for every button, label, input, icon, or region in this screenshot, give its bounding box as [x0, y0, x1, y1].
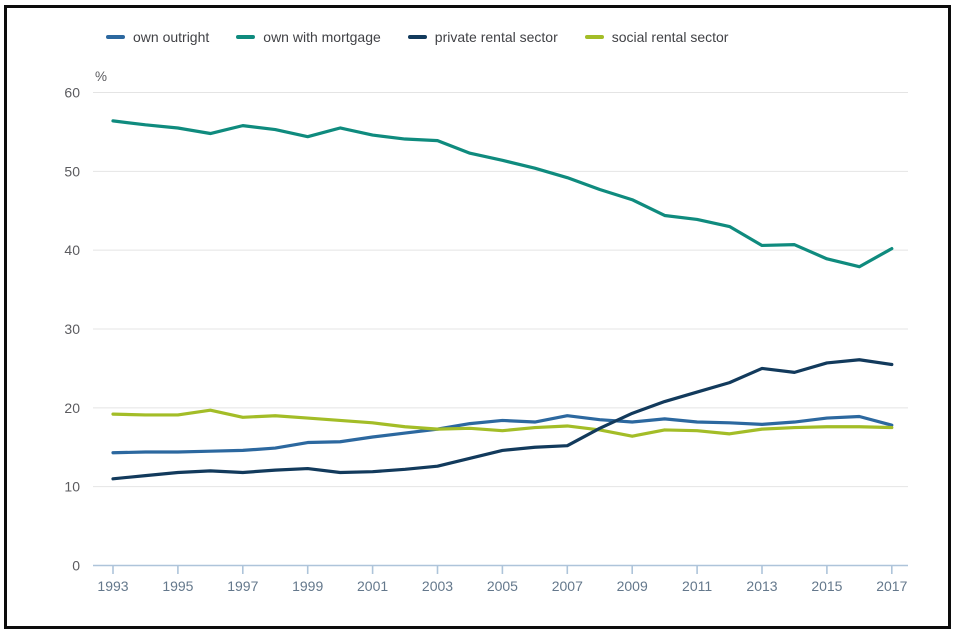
legend-label-private-rental-sector: private rental sector: [434, 29, 558, 45]
x-axis-label-2001: 2001: [357, 578, 388, 594]
x-axis-label-2003: 2003: [422, 578, 453, 594]
legend-swatch-own-outright-icon: [106, 35, 125, 39]
chart-legend: own outright own with mortgage private r…: [106, 29, 728, 45]
x-axis-label-2007: 2007: [552, 578, 583, 594]
legend-label-social-rental-sector: social rental sector: [611, 29, 729, 45]
series-lines-group: [111, 119, 894, 481]
image-border-frame: [4, 5, 951, 629]
legend-item-own-outright: own outright: [106, 29, 209, 45]
y-axis-label-10: 10: [64, 479, 80, 495]
x-axis-label-2013: 2013: [746, 578, 777, 594]
x-axis-label-1999: 1999: [292, 578, 323, 594]
y-axis-label-50: 50: [64, 163, 80, 179]
x-axis-label-2009: 2009: [617, 578, 648, 594]
legend-swatch-own-with-mortgage-icon: [236, 35, 256, 39]
axes-group: [93, 564, 908, 574]
series-line-private-rental-sector: [111, 358, 894, 481]
gridlines-group: [93, 92, 908, 488]
y-axis-label-0: 0: [72, 558, 80, 574]
x-axis-label-2011: 2011: [682, 578, 712, 594]
y-axis-label-20: 20: [64, 400, 80, 416]
axis-labels-group: 0 10 20 30 40 50 60% 1993 1995 1997 1999 2001 2003 20…: [64, 69, 907, 594]
y-axis-label-40: 40: [64, 242, 80, 258]
legend-item-own-with-mortgage: own with mortgage: [236, 29, 381, 45]
y-axis-unit-label: %: [95, 69, 107, 84]
x-axis-label-1995: 1995: [162, 578, 193, 594]
y-axis-label-30: 30: [64, 321, 80, 337]
series-line-own-with-mortgage: [111, 119, 894, 269]
x-axis-label-2017: 2017: [876, 578, 907, 594]
x-axis-label-1997: 1997: [227, 578, 258, 594]
x-axis-label-2015: 2015: [811, 578, 842, 594]
y-axis-label-60: 60: [64, 85, 80, 101]
legend-swatch-private-rental-sector-icon: [407, 35, 427, 39]
series-line-own-outright: [111, 414, 894, 455]
legend-item-private-rental-sector: private rental sector: [407, 29, 558, 45]
legend-label-own-with-mortgage: own with mortgage: [263, 29, 381, 45]
legend-item-social-rental-sector: social rental sector: [584, 29, 729, 45]
series-line-social-rental-sector: [111, 408, 894, 438]
x-axis-label-1993: 1993: [97, 578, 128, 594]
legend-label-own-outright: own outright: [133, 29, 210, 45]
legend-swatch-social-rental-sector-icon: [584, 35, 604, 39]
x-axis-label-2005: 2005: [487, 578, 518, 594]
